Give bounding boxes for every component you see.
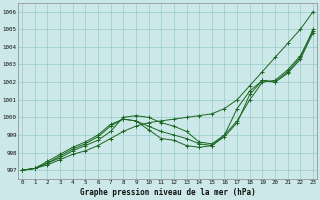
X-axis label: Graphe pression niveau de la mer (hPa): Graphe pression niveau de la mer (hPa) [80, 188, 255, 197]
